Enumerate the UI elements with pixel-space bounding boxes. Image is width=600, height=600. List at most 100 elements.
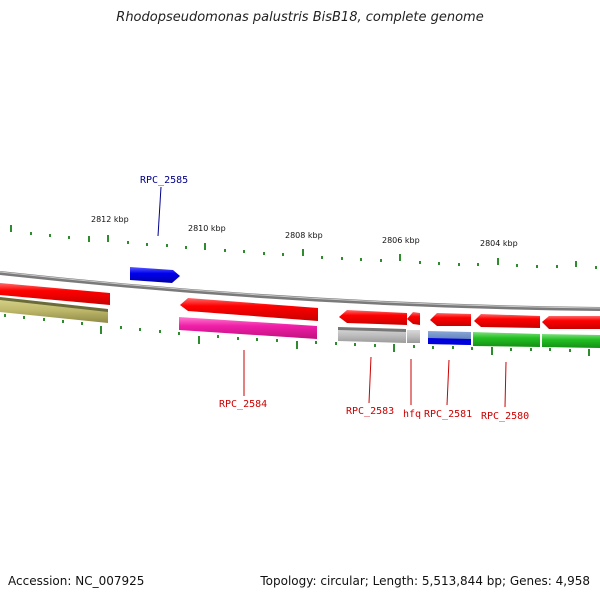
gene-feature-gray[interactable] bbox=[338, 328, 406, 343]
gene-label[interactable]: RPC_2580 bbox=[481, 411, 529, 422]
gene-feature-gray-small[interactable] bbox=[407, 330, 420, 343]
ruler-tick-major bbox=[100, 326, 102, 334]
gene-feature-olive[interactable] bbox=[0, 298, 108, 323]
ruler-tick bbox=[413, 345, 415, 348]
ruler-tick bbox=[30, 232, 32, 235]
leader-line-rpc-2580 bbox=[504, 361, 507, 408]
gene-label[interactable]: RPC_2581 bbox=[424, 409, 472, 420]
gene-label[interactable]: RPC_2584 bbox=[219, 399, 267, 410]
cds-arrow-right-offscreen[interactable] bbox=[542, 316, 600, 329]
ruler-tick bbox=[237, 337, 239, 340]
cds-arrow-rpc-2583[interactable] bbox=[339, 310, 407, 325]
gene-feature-green-right[interactable] bbox=[542, 334, 600, 348]
ruler-tick bbox=[341, 257, 343, 260]
ruler-tick bbox=[556, 265, 558, 268]
ruler-tick bbox=[256, 338, 258, 341]
cds-arrow-hfq[interactable] bbox=[407, 312, 420, 325]
gene-label[interactable]: hfq bbox=[403, 409, 421, 420]
ruler-tick bbox=[146, 243, 148, 246]
ruler-tick bbox=[263, 252, 265, 255]
ruler-tick-major bbox=[302, 249, 304, 256]
ruler-tick bbox=[159, 330, 161, 333]
gene-label[interactable]: RPC_2583 bbox=[346, 406, 394, 417]
cds-arrow-left-offscreen[interactable] bbox=[0, 283, 110, 305]
ruler-tick bbox=[510, 348, 512, 351]
ruler-tick-major bbox=[107, 235, 109, 242]
ruler-tick bbox=[438, 262, 440, 265]
ruler-tick bbox=[335, 342, 337, 345]
ruler-tick-major bbox=[296, 341, 298, 349]
ruler-tick-major bbox=[399, 254, 401, 261]
ruler-tick-major bbox=[393, 344, 395, 352]
ruler-tick bbox=[360, 258, 362, 261]
ruler-tick-label: 2804 kbp bbox=[480, 239, 518, 248]
ruler-tick bbox=[471, 347, 473, 350]
ruler-tick bbox=[224, 249, 226, 252]
cds-arrow-rpc-2580[interactable] bbox=[474, 314, 540, 328]
ruler-tick bbox=[315, 341, 317, 344]
ruler-tick-label: 2812 kbp bbox=[91, 215, 129, 224]
cds-arrow-rpc-2584[interactable] bbox=[180, 298, 318, 321]
leader-line-rpc-2585 bbox=[157, 186, 162, 237]
ruler-tick-major bbox=[204, 243, 206, 250]
ruler-tick bbox=[62, 320, 64, 323]
genome-backbone-highlight bbox=[0, 271, 600, 309]
ruler-tick bbox=[452, 346, 454, 349]
ruler-tick-label: 2806 kbp bbox=[382, 236, 420, 245]
ruler-tick bbox=[477, 263, 479, 266]
ruler-tick bbox=[4, 314, 6, 317]
gene-arrow-rpc-2585[interactable] bbox=[130, 267, 180, 283]
ruler-tick-label: 2810 kbp bbox=[188, 224, 226, 233]
gene-feature-gray-top bbox=[338, 327, 406, 332]
ruler-tick bbox=[549, 348, 551, 351]
ruler-tick bbox=[81, 322, 83, 325]
ruler-tick bbox=[276, 339, 278, 342]
leader-line-rpc-2583 bbox=[368, 356, 372, 404]
ruler-tick-major bbox=[10, 225, 12, 232]
cds-arrow-rpc-2581[interactable] bbox=[430, 313, 471, 326]
ruler-tick-major bbox=[497, 258, 499, 265]
genome-backbone bbox=[0, 271, 600, 311]
ruler-tick bbox=[282, 253, 284, 256]
gene-feature-olive-top bbox=[0, 297, 108, 312]
ruler-tick bbox=[354, 343, 356, 346]
ruler-tick bbox=[185, 246, 187, 249]
map-title: Rhodopseudomonas palustris BisB18, compl… bbox=[116, 10, 484, 25]
ruler-tick bbox=[43, 318, 45, 321]
accession-text: Accession: NC_007925 bbox=[8, 574, 145, 588]
ruler-tick-major bbox=[491, 347, 493, 355]
gene-feature-magenta[interactable] bbox=[179, 317, 317, 339]
ruler-tick bbox=[432, 346, 434, 349]
ruler-tick bbox=[536, 265, 538, 268]
ruler-tick bbox=[166, 244, 168, 247]
inner-ruler bbox=[4, 314, 590, 356]
ruler-tick bbox=[458, 263, 460, 266]
ruler-tick bbox=[419, 261, 421, 264]
ruler-tick-major bbox=[88, 236, 90, 242]
ruler-tick bbox=[217, 335, 219, 338]
ruler-tick bbox=[178, 332, 180, 335]
genome-summary-text: Topology: circular; Length: 5,513,844 bp… bbox=[260, 574, 590, 588]
ruler-tick-major bbox=[198, 336, 200, 344]
outer-ruler bbox=[10, 225, 597, 269]
ruler-tick bbox=[321, 256, 323, 259]
ruler-tick bbox=[530, 348, 532, 351]
ruler-tick bbox=[23, 316, 25, 319]
ruler-tick bbox=[380, 259, 382, 262]
ruler-tick bbox=[120, 326, 122, 329]
ruler-tick bbox=[516, 264, 518, 267]
ruler-tick-major bbox=[575, 261, 577, 267]
gene-feature-green[interactable] bbox=[473, 332, 540, 347]
ruler-tick-major bbox=[588, 349, 590, 356]
ruler-tick bbox=[68, 236, 70, 239]
ruler-tick bbox=[374, 344, 376, 347]
ruler-tick bbox=[569, 349, 571, 352]
leader-line-rpc-2581 bbox=[446, 359, 450, 406]
gene-feature-blue-bottom bbox=[428, 338, 471, 345]
gene-label[interactable]: RPC_2585 bbox=[140, 175, 188, 186]
ruler-tick bbox=[139, 328, 141, 331]
ruler-tick-label: 2808 kbp bbox=[285, 231, 323, 240]
ruler-tick bbox=[243, 250, 245, 253]
ruler-tick bbox=[595, 266, 597, 269]
